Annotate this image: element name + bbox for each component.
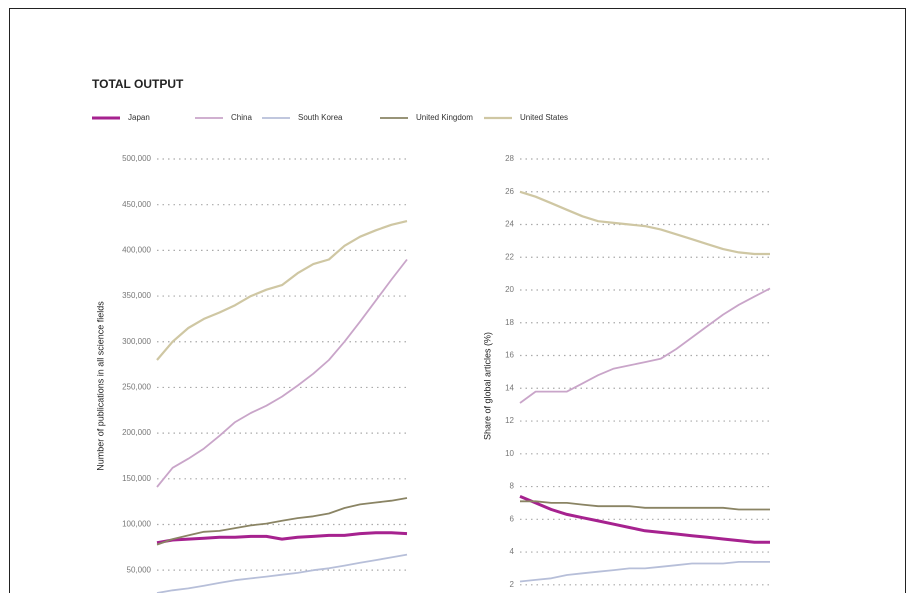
y-tick-label: 100,000: [122, 520, 151, 529]
y-axis-title: Share of global articles (%): [482, 332, 492, 440]
legend: Japan China South Korea United Kingdom Unite…: [92, 113, 568, 122]
series-line: [519, 495, 770, 544]
y-tick-label: 12: [505, 416, 514, 425]
series-line: [156, 220, 408, 361]
y-tick-label: 2: [510, 580, 515, 589]
y-tick-label: 350,000: [122, 291, 151, 300]
y-tick-label: 200,000: [122, 428, 151, 437]
y-tick-label: 250,000: [122, 383, 151, 392]
series-line: [519, 190, 770, 256]
y-tick-label: 450,000: [122, 200, 151, 209]
legend-label: United States: [520, 113, 568, 122]
series-line: [156, 497, 408, 546]
y-tick-label: 28: [505, 154, 514, 163]
y-tick-label: 10: [505, 449, 514, 458]
y-tick-label: 50,000: [127, 565, 152, 574]
legend-label: China: [231, 113, 252, 122]
y-tick-label: 20: [505, 285, 514, 294]
y-tick-label: 150,000: [122, 474, 151, 483]
y-tick-label: 22: [505, 252, 514, 261]
y-tick-label: 6: [510, 514, 515, 523]
y-tick-label: 26: [505, 187, 514, 196]
y-tick-label: 16: [505, 351, 514, 360]
y-axis-title: Number of publications in all science fi…: [95, 301, 105, 471]
legend-label: Japan: [128, 113, 150, 122]
y-tick-label: 4: [510, 547, 515, 556]
frame: [9, 8, 906, 593]
series-line: [156, 258, 408, 488]
series-line: [519, 561, 770, 583]
y-tick-label: 500,000: [122, 154, 151, 163]
series-line: [520, 500, 770, 511]
series-line: [519, 287, 771, 404]
y-tick-label: 300,000: [122, 337, 151, 346]
chart-title: TOTAL OUTPUT: [92, 77, 184, 91]
legend-label: South Korea: [298, 113, 343, 122]
legend-label: United Kingdom: [416, 113, 473, 122]
y-tick-label: 8: [510, 482, 515, 491]
y-tick-label: 18: [505, 318, 514, 327]
y-tick-label: 400,000: [122, 245, 151, 254]
y-tick-label: 24: [505, 220, 514, 229]
y-tick-label: 14: [505, 383, 514, 392]
series-line: [156, 553, 408, 593]
series-line: [156, 531, 408, 545]
